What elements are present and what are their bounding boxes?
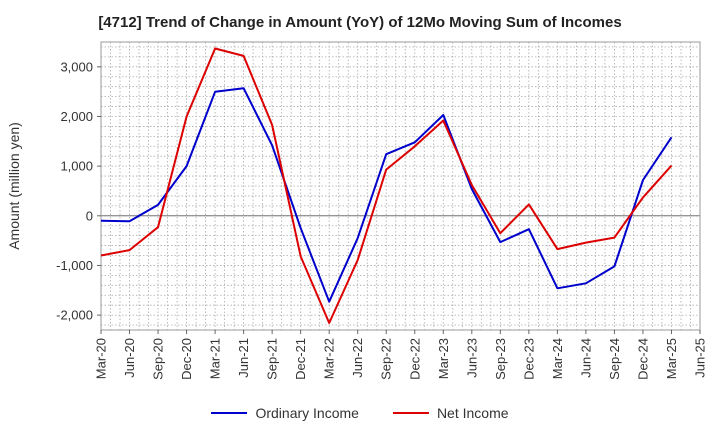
- x-tick-label: Jun-25: [693, 338, 708, 378]
- legend-item-net-income: Net Income: [392, 405, 509, 421]
- y-tick-label: -2,000: [56, 308, 93, 323]
- legend-swatch-ordinary-income: [211, 412, 248, 414]
- y-axis-title: Amount (million yen): [6, 122, 22, 250]
- x-tick-label: Jun-23: [464, 338, 479, 378]
- x-tick-label: Mar-25: [664, 338, 679, 379]
- x-tick-label: Mar-22: [322, 338, 337, 379]
- x-tick-label: Jun-21: [236, 338, 251, 378]
- x-tick-label: Mar-20: [94, 338, 109, 379]
- x-tick-label: Sep-23: [493, 338, 508, 380]
- x-tick-label: Dec-24: [635, 338, 650, 380]
- y-tick-label: 2,000: [60, 109, 93, 124]
- y-tick-label: -1,000: [56, 258, 93, 273]
- chart-title: [4712] Trend of Change in Amount (YoY) o…: [98, 14, 622, 31]
- x-tick-label: Mar-21: [208, 338, 223, 379]
- y-axis: -2,000 -1,000 0 1,000 2,000 3,000: [56, 59, 101, 323]
- x-tick-label: Dec-22: [407, 338, 422, 380]
- x-tick-label: Jun-20: [122, 338, 137, 378]
- x-tick-label: Mar-23: [436, 338, 451, 379]
- legend: Ordinary Income Net Income: [0, 405, 720, 421]
- legend-item-ordinary-income: Ordinary Income: [211, 405, 359, 421]
- series-layer: [100, 47, 673, 324]
- x-tick-label: Sep-22: [379, 338, 394, 380]
- grid: [101, 42, 700, 330]
- series-line-net-income: [100, 47, 673, 324]
- x-tick-label: Sep-21: [265, 338, 280, 380]
- x-tick-label: Jun-22: [350, 338, 365, 378]
- y-tick-label: 0: [86, 208, 93, 223]
- y-tick-label: 3,000: [60, 59, 93, 74]
- x-tick-label: Sep-24: [607, 338, 622, 380]
- plot-area: [100, 41, 701, 331]
- y-tick-label: 1,000: [60, 159, 93, 174]
- x-tick-label: Dec-20: [179, 338, 194, 380]
- x-tick-label: Dec-23: [521, 338, 536, 380]
- x-axis: Mar-20 Jun-20 Sep-20 Dec-20 Mar-21 Jun-21 Sep-…: [94, 330, 708, 380]
- x-tick-label: Sep-20: [151, 338, 166, 380]
- x-tick-label: Mar-24: [550, 338, 565, 379]
- legend-swatch-net-income: [392, 412, 429, 414]
- x-tick-label: Dec-21: [293, 338, 308, 380]
- legend-label-net-income: Net Income: [436, 405, 509, 421]
- series-line-ordinary-income: [100, 87, 673, 303]
- x-tick-label: Jun-24: [578, 338, 593, 378]
- legend-label-ordinary-income: Ordinary Income: [255, 405, 359, 421]
